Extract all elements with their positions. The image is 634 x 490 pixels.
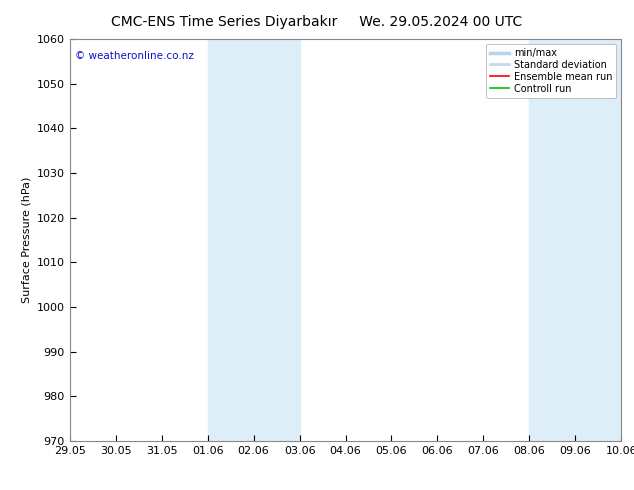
Legend: min/max, Standard deviation, Ensemble mean run, Controll run: min/max, Standard deviation, Ensemble me… (486, 44, 616, 98)
Bar (207, 39, 299, 441)
Text: CMC-ENS Time Series Diyarbakır     We. 29.05.2024 00 UTC: CMC-ENS Time Series Diyarbakır We. 29.05… (112, 15, 522, 29)
Y-axis label: Surface Pressure (hPa): Surface Pressure (hPa) (21, 177, 31, 303)
Text: © weatheronline.co.nz: © weatheronline.co.nz (75, 51, 194, 61)
Bar (529, 39, 621, 441)
